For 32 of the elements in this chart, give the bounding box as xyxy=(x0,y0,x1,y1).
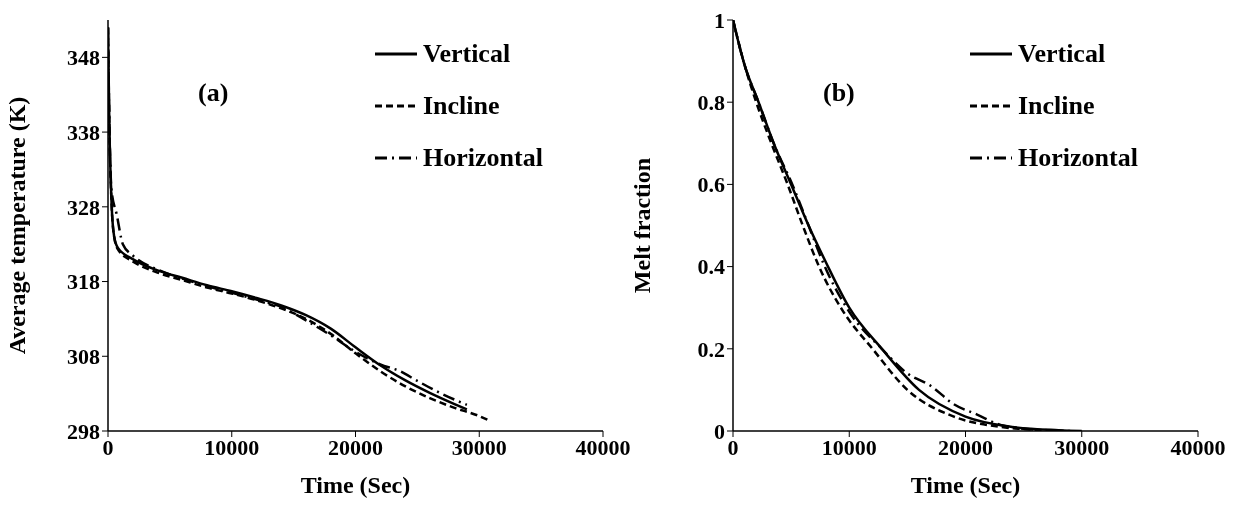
x-tick-label: 10000 xyxy=(204,434,260,460)
x-tick-label: 20000 xyxy=(328,434,383,460)
x-tick-label: 10000 xyxy=(821,434,877,460)
legend-label: Incline xyxy=(1018,91,1095,121)
y-tick-label: 318 xyxy=(67,269,100,295)
y-tick-label: 338 xyxy=(67,119,100,145)
legend-label: Vertical xyxy=(423,39,511,69)
x-axis-title: Time (Sec) xyxy=(300,472,411,498)
y-tick-label: 328 xyxy=(67,194,100,220)
x-tick-label: 40000 xyxy=(575,434,631,460)
y-tick-label: 298 xyxy=(67,418,100,444)
x-tick-label: 40000 xyxy=(1170,434,1226,460)
x-tick-label: 30000 xyxy=(451,434,507,460)
annotation: (a) xyxy=(198,78,229,108)
annotation: (b) xyxy=(823,78,855,108)
y-tick-label: 1 xyxy=(714,7,725,33)
y-axis-title: Melt fraction xyxy=(628,157,655,294)
legend-label: Horizontal xyxy=(1018,143,1138,173)
legend-label: Incline xyxy=(423,91,500,121)
y-tick-label: 348 xyxy=(67,45,100,71)
legend-label: Horizontal xyxy=(423,143,543,173)
y-tick-label: 0.8 xyxy=(697,90,725,116)
y-tick-label: 0.4 xyxy=(697,254,725,280)
y-tick-label: 308 xyxy=(67,344,100,370)
y-tick-label: 0 xyxy=(714,418,725,444)
y-tick-label: 0.6 xyxy=(697,172,725,198)
x-tick-label: 20000 xyxy=(938,434,993,460)
legend-label: Vertical xyxy=(1018,39,1106,69)
y-tick-label: 0.2 xyxy=(697,336,725,362)
x-axis-title: Time (Sec) xyxy=(910,472,1021,498)
y-axis-title: Average temperature (K) xyxy=(3,96,30,355)
x-tick-label: 30000 xyxy=(1054,434,1110,460)
